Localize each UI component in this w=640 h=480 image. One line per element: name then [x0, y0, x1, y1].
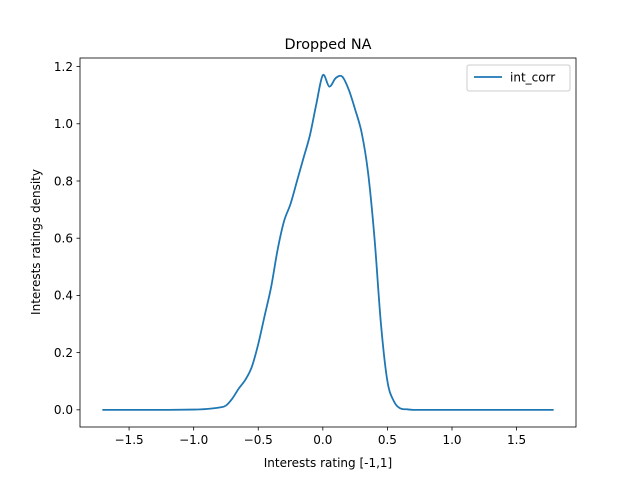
y-tick-label: 0.0 — [54, 403, 73, 417]
y-tick-label: 0.2 — [54, 346, 73, 360]
legend: int_corr — [466, 64, 571, 92]
plot-frame — [79, 57, 577, 428]
plot-area — [80, 58, 576, 427]
legend-box — [466, 64, 571, 92]
x-axis-label: Interests rating [-1,1] — [264, 456, 392, 470]
series-layer — [102, 73, 554, 411]
chart-title: Dropped NA — [285, 37, 372, 53]
y-tick-label: 0.8 — [54, 174, 73, 188]
legend-label: int_corr — [510, 71, 555, 85]
x-tick-label: 0.5 — [378, 433, 397, 447]
x-tick-label: −0.5 — [244, 433, 273, 447]
x-tick-label: 0.0 — [313, 433, 332, 447]
y-tick-label: 0.4 — [54, 289, 73, 303]
x-tick-label: 1.0 — [442, 433, 461, 447]
series-line-int_corr — [102, 73, 554, 411]
y-tick-label: 0.6 — [54, 232, 73, 246]
x-tick-label: −1.0 — [179, 433, 208, 447]
y-axis-label: Interests ratings density — [29, 169, 43, 315]
y-tick-label: 1.0 — [54, 117, 73, 131]
y-tick-label: 1.2 — [54, 60, 73, 74]
x-tick-label: 1.5 — [507, 433, 526, 447]
x-tick-label: −1.5 — [115, 433, 144, 447]
ticks-layer: −1.5 −1.0 −0.5 0.0 0.5 1.0 1.5 0.0 0.2 0.4 0.6 0.8 1… — [54, 60, 526, 447]
